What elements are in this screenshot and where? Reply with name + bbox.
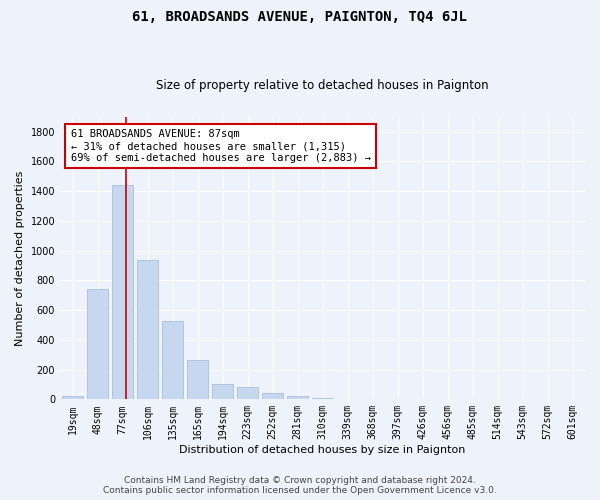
Y-axis label: Number of detached properties: Number of detached properties (15, 170, 25, 346)
Bar (187, 360, 208, 400)
Bar (287, 396, 308, 400)
Text: 61 BROADSANDS AVENUE: 87sqm
← 31% of detached houses are smaller (1,315)
69% of : 61 BROADSANDS AVENUE: 87sqm ← 31% of det… (71, 130, 371, 162)
X-axis label: Distribution of detached houses by size in Paignton: Distribution of detached houses by size … (179, 445, 466, 455)
Bar (337, 398, 358, 400)
Title: Size of property relative to detached houses in Paignton: Size of property relative to detached ho… (156, 79, 489, 92)
Bar (62, 396, 83, 400)
Bar (362, 398, 383, 400)
Bar (237, 386, 258, 400)
Bar (162, 320, 183, 400)
Bar (112, 185, 133, 400)
Bar (87, 290, 108, 400)
Text: 61, BROADSANDS AVENUE, PAIGNTON, TQ4 6JL: 61, BROADSANDS AVENUE, PAIGNTON, TQ4 6JL (133, 10, 467, 24)
Bar (262, 394, 283, 400)
Bar (137, 260, 158, 400)
Bar (212, 384, 233, 400)
Bar (312, 398, 333, 400)
Text: Contains HM Land Registry data © Crown copyright and database right 2024.
Contai: Contains HM Land Registry data © Crown c… (103, 476, 497, 495)
